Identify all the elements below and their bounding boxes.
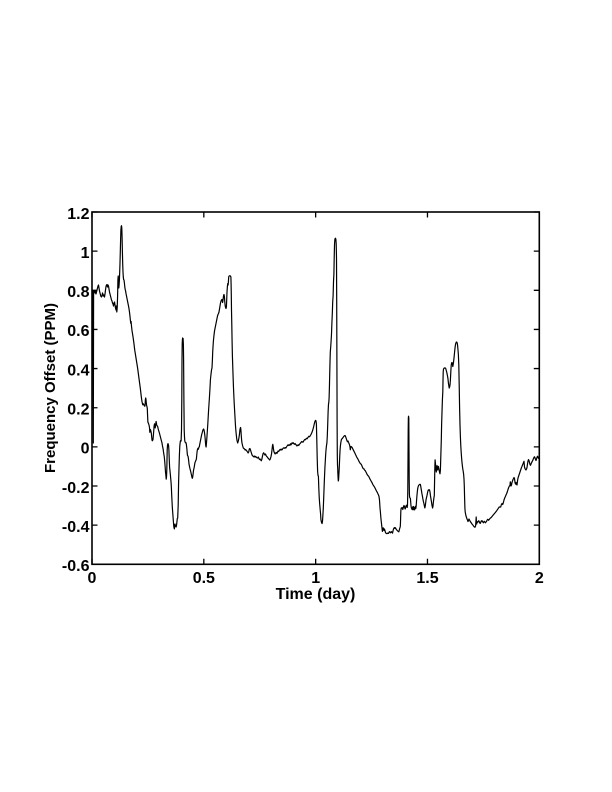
svg-text:1: 1 <box>311 570 320 587</box>
svg-text:Frequency Offset (PPM): Frequency Offset (PPM) <box>42 303 59 473</box>
svg-text:Time (day): Time (day) <box>276 586 356 603</box>
svg-text:1.5: 1.5 <box>416 570 438 587</box>
svg-text:0.5: 0.5 <box>193 570 215 587</box>
svg-text:0: 0 <box>81 441 90 458</box>
svg-text:-0.4: -0.4 <box>62 519 90 536</box>
svg-text:1: 1 <box>81 245 90 262</box>
svg-text:0.2: 0.2 <box>67 402 89 419</box>
svg-text:-0.6: -0.6 <box>62 558 90 575</box>
svg-text:0: 0 <box>88 570 97 587</box>
svg-text:0.8: 0.8 <box>67 284 89 301</box>
svg-text:0.4: 0.4 <box>67 362 89 379</box>
svg-text:0.6: 0.6 <box>67 323 89 340</box>
svg-text:-0.2: -0.2 <box>62 480 90 497</box>
svg-text:1.2: 1.2 <box>67 206 89 223</box>
svg-text:2: 2 <box>535 570 544 587</box>
